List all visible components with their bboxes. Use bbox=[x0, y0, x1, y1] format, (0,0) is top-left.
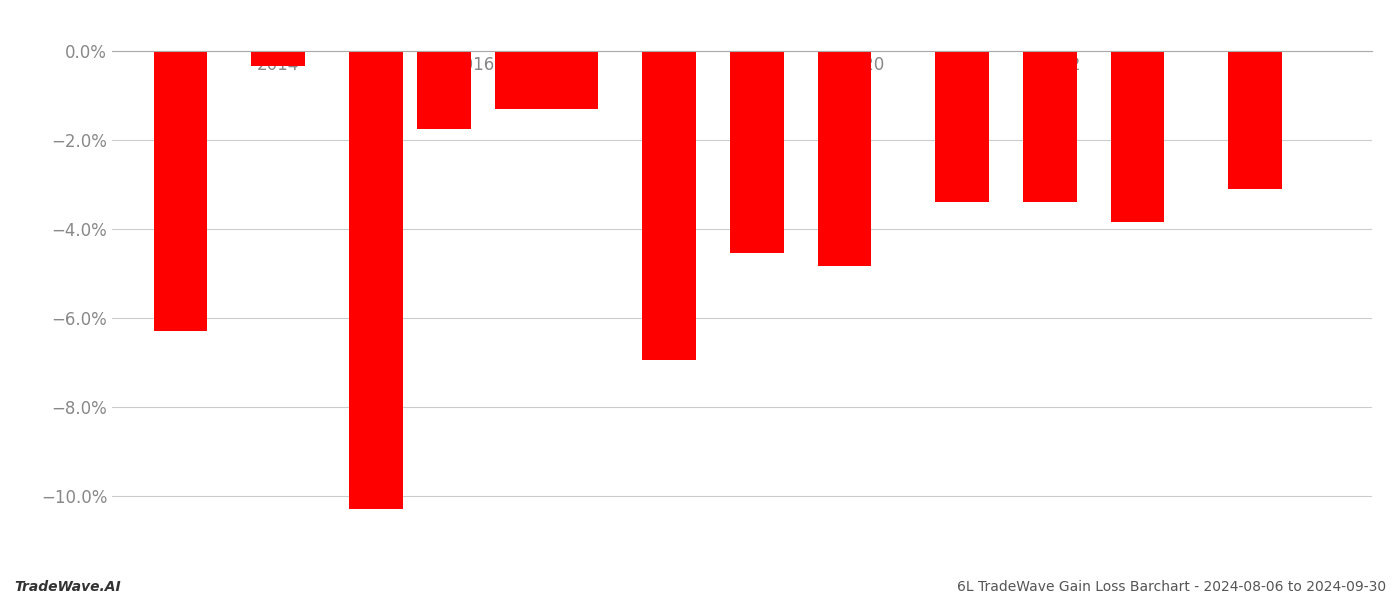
Bar bbox=[818, 50, 871, 266]
Bar bbox=[349, 50, 403, 509]
Bar bbox=[496, 50, 549, 109]
Bar bbox=[154, 50, 207, 331]
Bar bbox=[251, 50, 305, 66]
Text: 6L TradeWave Gain Loss Barchart - 2024-08-06 to 2024-09-30: 6L TradeWave Gain Loss Barchart - 2024-0… bbox=[956, 580, 1386, 594]
Bar bbox=[1023, 50, 1077, 202]
Bar bbox=[545, 50, 598, 109]
Bar bbox=[417, 50, 470, 128]
Bar bbox=[641, 50, 696, 360]
Text: TradeWave.AI: TradeWave.AI bbox=[14, 580, 120, 594]
Bar bbox=[1228, 50, 1281, 188]
Bar bbox=[935, 50, 988, 202]
Bar bbox=[729, 50, 784, 253]
Bar bbox=[1110, 50, 1165, 222]
